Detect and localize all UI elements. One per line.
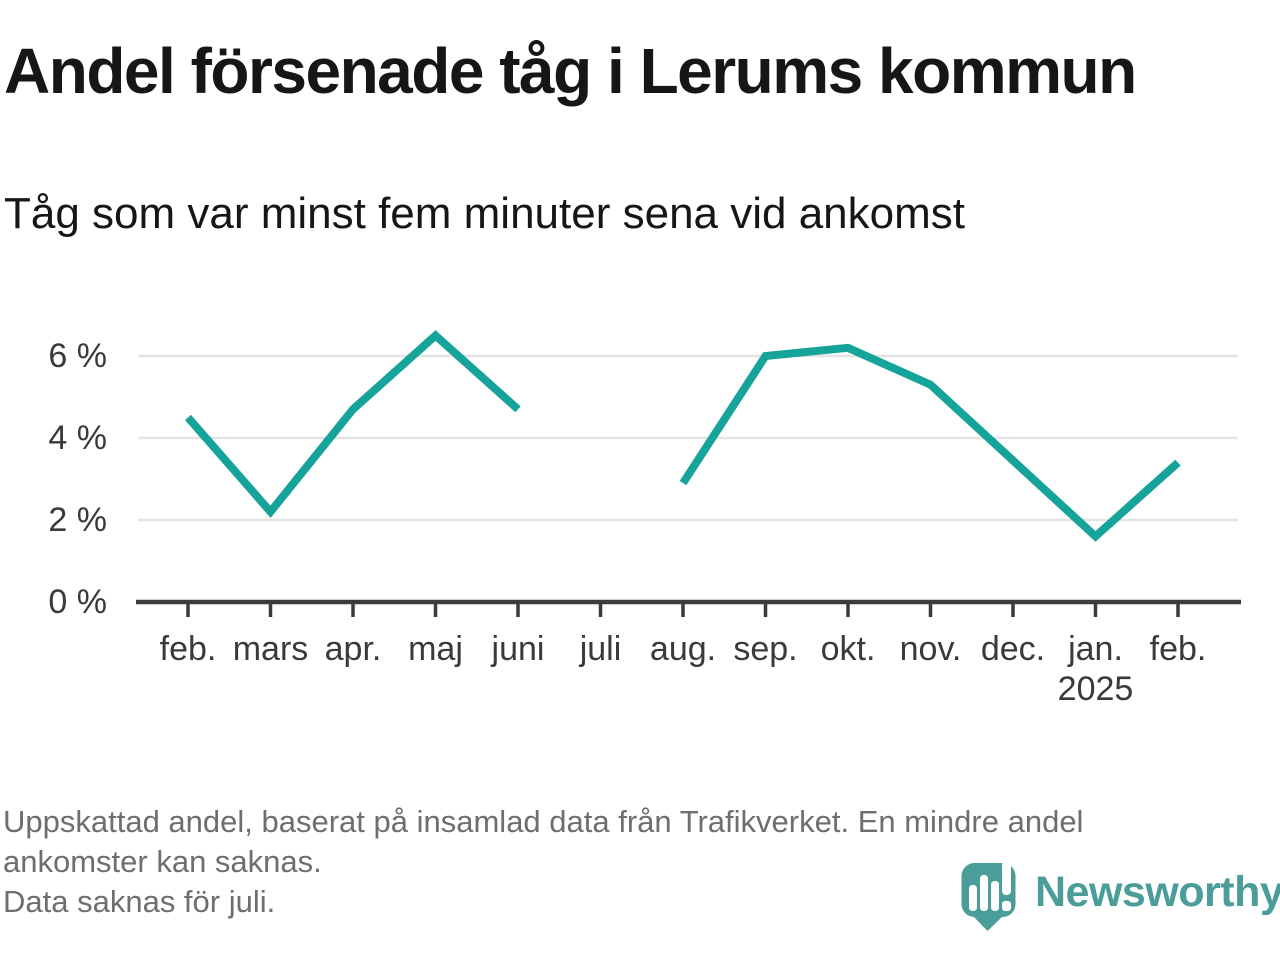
data-line-segment [184,330,521,519]
x-axis-year-label: 2025 [1058,670,1134,708]
x-axis-tick-label: apr. [325,630,382,668]
source-note: Uppskattad andel, baserat på insamlad da… [3,802,1253,922]
x-axis-tick-label: juni [491,630,545,668]
source-note-line: Data saknas för juli. [3,884,276,919]
source-note-line: ankomster kan saknas. [3,844,322,879]
chart-title: Andel försenade tåg i Lerums kommun [4,35,1137,107]
x-axis-tick-label: sep. [733,630,797,668]
newsworthy-logo: Newsworthy [960,860,1280,932]
exclamation-bar [1002,861,1011,895]
x-axis-tick-label: okt. [821,630,876,668]
x-axis-tick-label: mars [233,630,309,668]
x-axis-tick-label: maj [408,630,463,668]
y-axis-tick-label: 0 % [48,583,107,621]
x-axis-tick-label: feb. [1150,630,1207,668]
y-axis-tick-label: 4 % [48,419,107,457]
badge-tail [973,911,1000,929]
x-axis-tick-label: nov. [900,630,962,668]
newsworthy-wordmark: Newsworthy [1035,868,1280,916]
bar-tall [980,875,988,911]
source-note-line: Uppskattad andel, baserat på insamlad da… [3,804,1084,839]
y-axis-tick-label: 2 % [48,501,107,539]
y-axis-tick-label: 6 % [48,337,107,375]
bar-short [969,885,977,911]
bar-medium [991,881,999,911]
x-axis-tick-label: jan. [1067,630,1123,668]
exclamation-dot [1002,901,1011,911]
x-axis-tick-label: dec. [981,630,1045,668]
delayed-trains-line-chart: 0 % 2 % 4 % 6 % feb. mars apr. maj juni juli aug. s… [48,330,1241,708]
x-axis-tick-label: feb. [160,630,217,668]
x-axis-tick-label: aug. [650,630,716,668]
chart-subtitle: Tåg som var minst fem minuter sena vid a… [4,189,965,238]
newsworthy-badge-bar-chart-icon [961,861,1016,931]
data-line-segment [679,343,1181,542]
x-axis-tick-label: juli [579,630,622,668]
